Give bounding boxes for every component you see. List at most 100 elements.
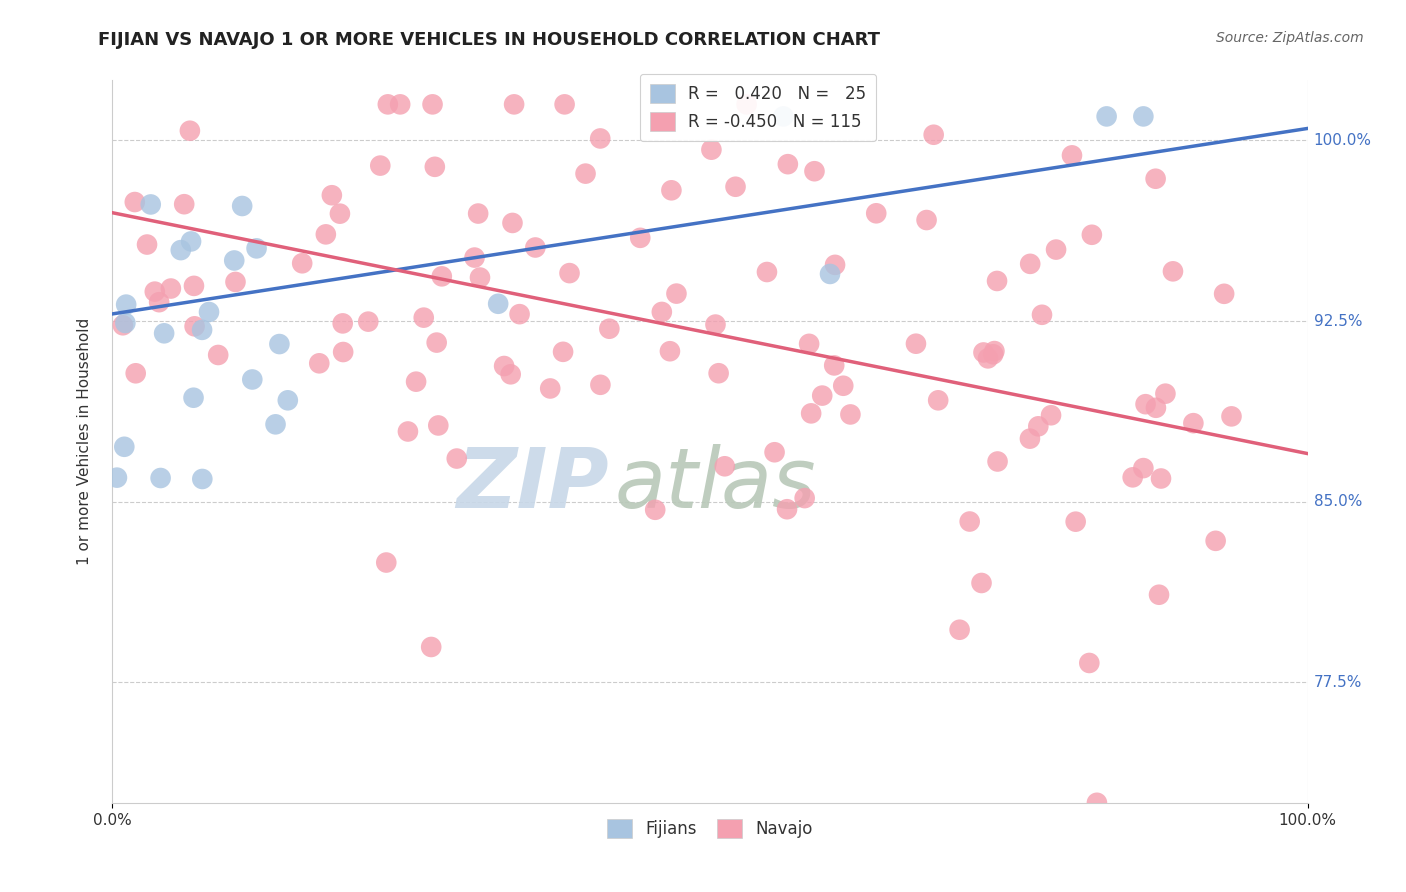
Point (160, 281, 183, 295)
Text: Source: ZipAtlas.com: Source: ZipAtlas.com (1216, 31, 1364, 45)
Point (915, 213, 938, 227)
Point (981, 347, 1004, 361)
Point (977, 351, 1000, 366)
Point (224, 253, 246, 268)
Point (231, 199, 253, 213)
Point (183, 391, 205, 405)
Point (1220, 409, 1243, 424)
Text: ZIP: ZIP (456, 444, 609, 525)
Point (755, 265, 778, 279)
Point (800, 406, 823, 420)
Point (1122, 470, 1144, 484)
Point (207, 348, 229, 362)
Point (240, 372, 263, 386)
Point (803, 164, 825, 178)
Text: 77.5%: 77.5% (1313, 675, 1362, 690)
Point (501, 216, 523, 230)
Point (763, 445, 786, 459)
Point (839, 408, 862, 422)
Point (114, 316, 136, 330)
Point (430, 269, 453, 284)
Point (598, 322, 620, 336)
Point (824, 258, 846, 272)
Point (665, 286, 688, 301)
Point (277, 393, 299, 408)
Text: 92.5%: 92.5% (1313, 314, 1362, 328)
Point (986, 454, 1008, 468)
Point (1031, 308, 1053, 322)
Point (105, 470, 128, 484)
Point (124, 195, 146, 210)
Point (811, 388, 834, 402)
Point (503, 97, 526, 112)
Point (904, 336, 927, 351)
Point (1147, 588, 1170, 602)
Point (589, 377, 612, 392)
Point (377, 97, 399, 112)
Point (959, 515, 981, 529)
Point (1019, 257, 1042, 271)
Point (524, 240, 547, 254)
Point (494, 359, 516, 373)
Point (1182, 416, 1205, 430)
Point (468, 270, 491, 285)
Point (111, 318, 134, 333)
Point (198, 305, 221, 319)
Point (357, 315, 380, 329)
Point (865, 206, 887, 220)
Point (332, 345, 354, 359)
Point (700, 143, 723, 157)
Point (422, 97, 444, 112)
Point (713, 459, 735, 474)
Point (245, 241, 267, 255)
Point (332, 317, 354, 331)
Point (551, 344, 574, 359)
Point (180, 235, 202, 249)
Point (173, 197, 195, 211)
Point (1019, 432, 1042, 446)
Point (1040, 409, 1063, 423)
Point (1150, 471, 1173, 485)
Point (389, 97, 412, 112)
Point (143, 285, 166, 299)
Point (772, 109, 794, 123)
Point (1078, 656, 1101, 670)
Point (797, 336, 820, 351)
Text: 100.0%: 100.0% (1313, 133, 1372, 148)
Point (644, 503, 666, 517)
Point (793, 491, 815, 505)
Point (1095, 109, 1118, 123)
Point (1081, 227, 1104, 242)
Point (735, 97, 758, 112)
Point (396, 425, 419, 439)
Point (1060, 148, 1083, 162)
Point (724, 179, 747, 194)
Point (1045, 243, 1067, 257)
Point (970, 576, 993, 591)
Point (464, 251, 486, 265)
Point (125, 366, 148, 380)
Point (776, 502, 799, 516)
Point (420, 640, 443, 654)
Point (1144, 401, 1167, 415)
Point (315, 227, 337, 242)
Point (574, 167, 596, 181)
Point (509, 307, 531, 321)
Point (191, 472, 214, 486)
Point (661, 183, 683, 197)
Point (558, 266, 581, 280)
Point (1154, 386, 1177, 401)
Point (191, 323, 214, 337)
Point (972, 345, 994, 359)
Point (589, 131, 612, 145)
Legend: Fijians, Navajo: Fijians, Navajo (600, 813, 820, 845)
Point (115, 297, 138, 311)
Text: FIJIAN VS NAVAJO 1 OR MORE VEHICLES IN HOUSEHOLD CORRELATION CHART: FIJIAN VS NAVAJO 1 OR MORE VEHICLES IN H… (98, 31, 880, 49)
Point (986, 274, 1008, 288)
Point (329, 207, 352, 221)
Point (412, 310, 434, 325)
Point (269, 337, 291, 351)
Point (658, 344, 681, 359)
Point (467, 206, 489, 220)
Point (446, 451, 468, 466)
